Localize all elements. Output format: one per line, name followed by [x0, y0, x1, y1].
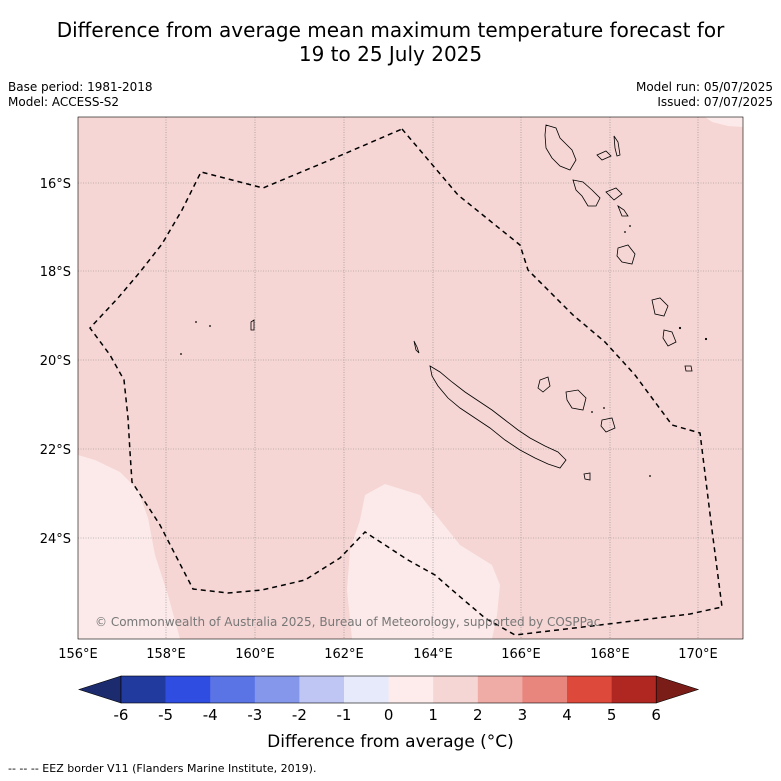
colorbar-tick-label: 4	[562, 706, 572, 724]
colorbar-tick-label: -6	[114, 706, 129, 724]
copyright-text: © Commonwealth of Australia 2025, Bureau…	[95, 615, 600, 629]
vanuatu-santo-coast	[544, 124, 577, 171]
colorbar	[78, 675, 700, 704]
colorbar-tick-label: -3	[247, 706, 262, 724]
lat-label: 20°S	[40, 354, 71, 369]
lon-label: 170°E	[678, 647, 718, 662]
reef-dots	[180, 225, 708, 477]
anomaly-region-west	[78, 455, 180, 639]
colorbar-swatch	[210, 676, 256, 703]
colorbar-swatch	[388, 676, 434, 703]
loyalty-ouvea-coast	[537, 376, 551, 393]
colorbar-tick-label: -2	[292, 706, 307, 724]
colorbar-tick-label: -4	[203, 706, 218, 724]
loyalty-mare-coast	[600, 417, 616, 433]
latitude-labels: 16°S 18°S 20°S 22°S 24°S	[40, 177, 71, 547]
vanuatu-ambrym-coast	[605, 187, 623, 201]
colorbar-tick-label: 2	[473, 706, 483, 724]
vanuatu-epi-coast	[617, 204, 629, 217]
colorbar-swatch	[254, 676, 300, 703]
colorbar-swatch	[433, 676, 479, 703]
eez-border	[89, 128, 723, 636]
colorbar-swatch	[611, 676, 657, 703]
colorbar-extend-high	[655, 675, 700, 704]
vanuatu-tanna-coast	[662, 329, 677, 347]
vanuatu-erromango-coast	[651, 297, 669, 317]
isle-of-pines-coast	[583, 472, 591, 481]
lat-label: 24°S	[40, 532, 71, 547]
lon-label: 168°E	[590, 647, 630, 662]
issued-date: Issued: 07/07/2025	[657, 95, 773, 109]
vanuatu-aneityum-coast	[684, 365, 693, 372]
colorbar-swatch	[567, 676, 612, 703]
colorbar-ticks: -6 -5 -4 -3 -2 -1 0 1 2 3 4 5 6	[114, 706, 661, 724]
colorbar-swatch	[344, 676, 389, 703]
lat-label: 16°S	[40, 177, 71, 192]
colorbar-label: Difference from average (°C)	[267, 732, 514, 752]
belep-islands-coast	[413, 340, 420, 354]
longitude-labels: 156°E 158°E 160°E 162°E 164°E 166°E 168°…	[58, 647, 718, 662]
lon-label: 158°E	[146, 647, 186, 662]
lat-label: 18°S	[40, 265, 71, 280]
eez-footnote: -- -- -- EEZ border V11 (Flanders Marine…	[8, 762, 317, 775]
map-title: Difference from average mean maximum tem…	[0, 18, 781, 66]
coastlines	[250, 124, 693, 481]
colorbar-swatch	[121, 676, 166, 703]
colorbar-swatch	[299, 676, 345, 703]
anomaly-region-northeast	[705, 117, 743, 127]
colorbar-swatch	[522, 676, 568, 703]
lon-label: 162°E	[324, 647, 364, 662]
new-caledonia-coast	[429, 365, 567, 469]
map-frame	[77, 116, 744, 640]
colorbar-tick-label: -5	[158, 706, 173, 724]
colorbar-tick-label: -1	[337, 706, 352, 724]
model-run: Model run: 05/07/2025	[635, 80, 773, 94]
vanuatu-efate-coast	[616, 244, 636, 265]
anomaly-region-south	[347, 484, 500, 639]
colorbar-tick-label: 0	[384, 706, 394, 724]
colorbar-tick-label: 1	[428, 706, 438, 724]
meta-right: Model run: 05/07/2025 Issued: 07/07/2025	[636, 80, 773, 110]
meta-left: Base period: 1981-2018 Model: ACCESS-S2	[8, 80, 153, 110]
model-name: Model: ACCESS-S2	[8, 95, 120, 109]
lat-label: 22°S	[40, 443, 71, 458]
colorbar-tick-label: 5	[607, 706, 617, 724]
loyalty-lifou-coast	[565, 389, 587, 411]
base-period: Base period: 1981-2018	[8, 80, 153, 94]
vanuatu-malekula-coast	[572, 179, 601, 207]
lon-label: 160°E	[235, 647, 275, 662]
title-line-2: 19 to 25 July 2025	[298, 42, 483, 66]
chesterfield-coast	[250, 319, 255, 331]
colorbar-extend-low	[78, 675, 122, 704]
colorbar-swatch	[477, 676, 523, 703]
colorbar-swatch	[165, 676, 211, 703]
lon-label: 156°E	[58, 647, 98, 662]
lon-label: 166°E	[501, 647, 541, 662]
vanuatu-maewo-coast	[613, 135, 621, 157]
colorbar-frame	[120, 675, 657, 704]
vanuatu-ambae-coast	[596, 150, 612, 161]
colorbar-tick-label: 3	[518, 706, 528, 724]
lon-label: 164°E	[413, 647, 453, 662]
colorbar-tick-label: 6	[651, 706, 661, 724]
title-line-1: Difference from average mean maximum tem…	[56, 18, 725, 42]
